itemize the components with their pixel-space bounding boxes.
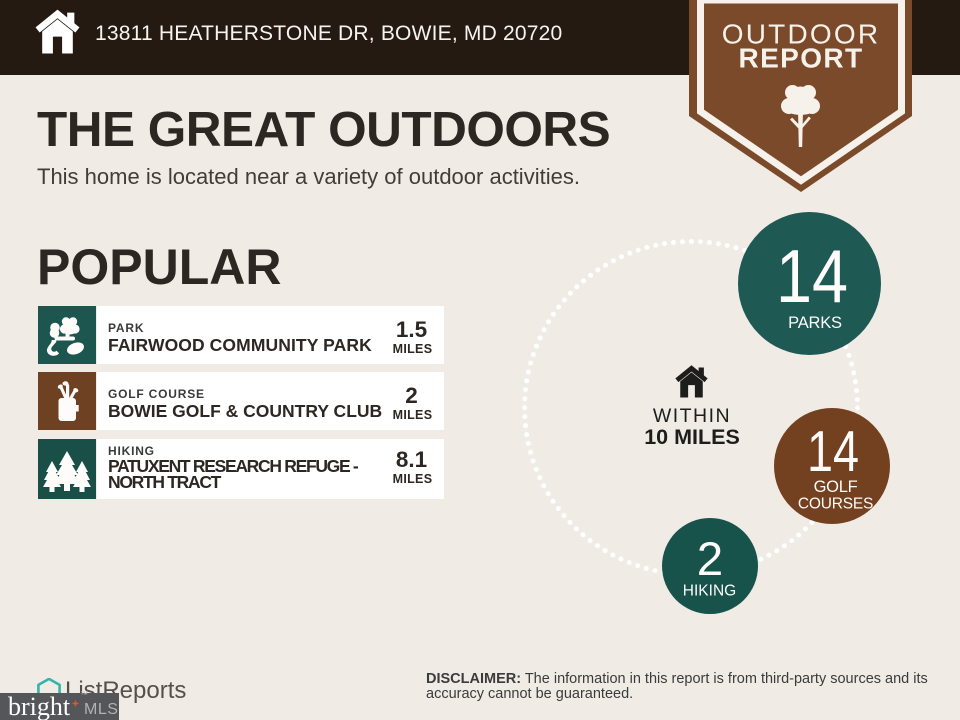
svg-text:PARKS: PARKS	[788, 314, 842, 332]
svg-text:COURSES: COURSES	[798, 496, 873, 513]
svg-text:GOLF: GOLF	[814, 478, 858, 496]
svg-text:HIKING: HIKING	[683, 583, 736, 600]
svg-text:14: 14	[776, 233, 848, 317]
svg-text:OUTDOOR: OUTDOOR	[722, 19, 881, 50]
svg-text:14: 14	[807, 420, 859, 484]
svg-text:REPORT: REPORT	[738, 43, 863, 74]
svg-text:2: 2	[697, 533, 723, 586]
